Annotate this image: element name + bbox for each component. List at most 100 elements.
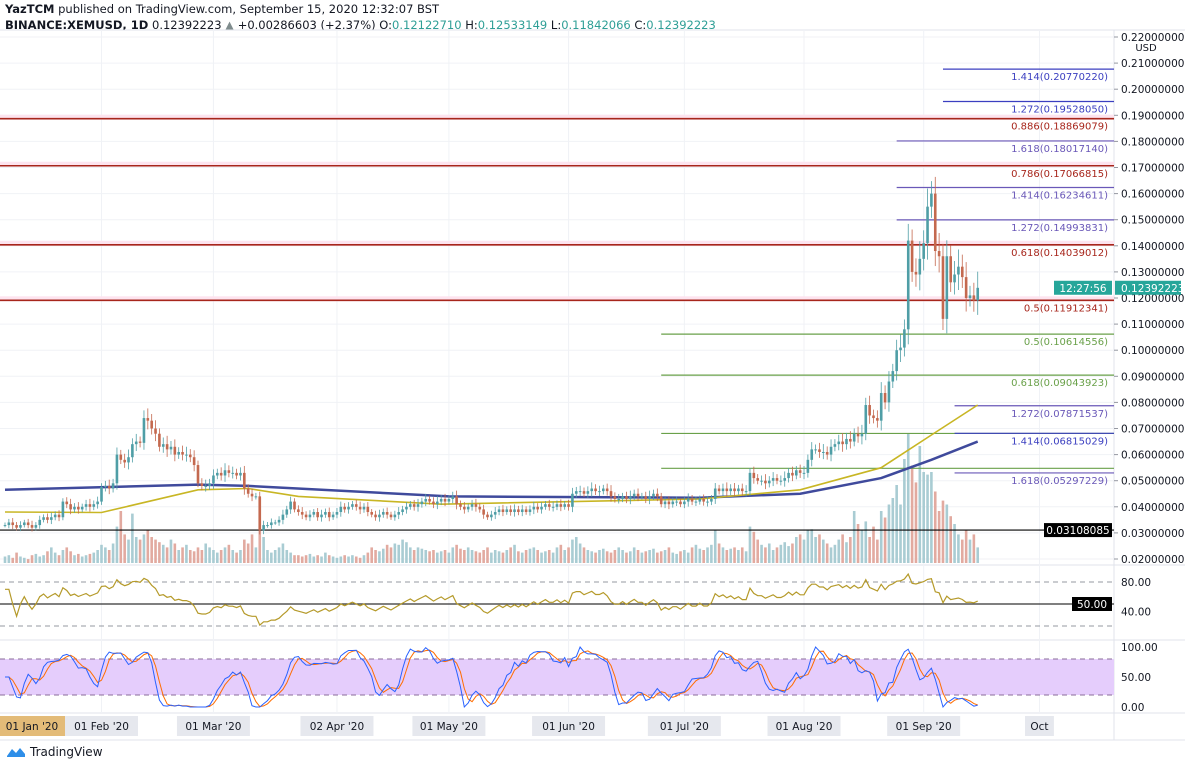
volume-bar	[524, 550, 528, 563]
candle-body	[574, 491, 578, 494]
candle-body	[767, 480, 771, 484]
time-tick-label: 01 Jan '20	[6, 721, 58, 733]
candle-body	[362, 506, 366, 510]
candle-body	[899, 347, 902, 351]
candle-body	[906, 240, 910, 330]
volume-bar	[822, 539, 825, 563]
volume-bar	[868, 537, 871, 563]
candle-body	[621, 496, 624, 499]
volume-bar	[818, 534, 821, 563]
volume-bar	[567, 547, 570, 563]
fib-level-label: 0.618(0.14039012)	[1011, 248, 1108, 259]
candle-body	[764, 480, 767, 484]
candle-body	[791, 472, 794, 476]
volume-bar	[663, 550, 667, 563]
candle-body	[748, 472, 752, 492]
volume-bar	[30, 555, 34, 563]
volume-bar	[702, 550, 705, 563]
volume-bar	[324, 552, 327, 563]
rsi-value-tag	[1072, 597, 1112, 611]
volume-bar	[879, 511, 883, 563]
volume-bar	[555, 547, 559, 563]
low-label: L:	[550, 18, 562, 32]
volume-bar	[466, 547, 470, 563]
candle-body	[46, 517, 49, 520]
volume-bar	[366, 552, 370, 563]
volume-bar	[80, 556, 84, 563]
volume-bar	[428, 551, 431, 563]
volume-bar	[204, 543, 208, 563]
volume-bar	[405, 542, 408, 563]
candle-body	[663, 501, 667, 505]
volume-bar	[571, 539, 574, 563]
candle-body	[50, 517, 53, 520]
candle-body	[100, 486, 103, 502]
candle-body	[524, 509, 528, 513]
volume-bar	[223, 547, 227, 563]
volume-bar	[517, 551, 520, 563]
time-tick-label: 01 Feb '20	[74, 721, 129, 733]
candle-body	[849, 438, 852, 442]
candle-body	[818, 449, 821, 452]
candle-body	[84, 504, 88, 507]
volume-bar	[26, 559, 30, 563]
candle-body	[204, 485, 208, 487]
candle-body	[686, 498, 690, 502]
volume-bar	[385, 544, 389, 563]
candle-body	[65, 501, 69, 505]
volume-bar	[443, 550, 447, 563]
support-price-tag-text: 0.03108085	[1046, 525, 1109, 537]
candle-body	[235, 472, 238, 476]
volume-bar	[432, 550, 435, 563]
volume-bar	[138, 539, 142, 563]
volume-bar	[613, 550, 617, 563]
candle-body	[424, 498, 428, 502]
price-tick-label: 0.12000000	[1121, 293, 1184, 305]
volume-bar	[972, 534, 976, 563]
volume-bar	[899, 504, 902, 563]
candle-body	[513, 509, 516, 513]
candle-body	[439, 498, 443, 502]
candle-body	[752, 472, 756, 479]
volume-bar	[169, 539, 173, 563]
tradingview-logo[interactable]: TradingView	[6, 745, 103, 759]
candle-body	[841, 441, 844, 445]
candle-body	[783, 478, 787, 481]
volume-bar	[729, 548, 732, 563]
candle-body	[520, 509, 524, 513]
candle-body	[945, 256, 949, 319]
volume-bar	[23, 557, 26, 563]
volume-bar	[648, 550, 651, 563]
volume-bar	[181, 547, 184, 563]
price-tick-label: 0.04000000	[1121, 502, 1184, 514]
currency-label: USD	[1135, 43, 1157, 54]
candle-body	[96, 501, 99, 505]
candle-body	[829, 446, 833, 455]
candle-body	[223, 470, 227, 476]
volume-bar	[659, 551, 663, 563]
volume-bar	[528, 548, 532, 563]
volume-bar	[829, 547, 833, 563]
volume-bar	[208, 547, 211, 563]
candle-body	[463, 506, 466, 510]
candle-body	[810, 449, 814, 460]
volume-bar	[876, 539, 879, 563]
candle-body	[482, 509, 485, 515]
candle-body	[918, 258, 922, 275]
volume-bar	[976, 547, 980, 563]
volume-bar	[914, 482, 918, 563]
candle-body	[910, 240, 914, 272]
author-name[interactable]: YazTCM	[5, 2, 55, 16]
volume-bar	[273, 550, 277, 563]
symbol-name[interactable]: BINANCE:XEMUSD, 1D	[5, 18, 149, 32]
volume-bar	[416, 547, 420, 563]
candle-body	[266, 525, 269, 527]
volume-bar	[945, 504, 949, 563]
high-value: 0.12533149	[477, 18, 548, 32]
volume-bar	[254, 547, 258, 563]
volume-bar	[347, 556, 350, 563]
volume-bar	[764, 547, 767, 563]
volume-bar	[235, 552, 238, 563]
candle-body	[941, 256, 945, 319]
